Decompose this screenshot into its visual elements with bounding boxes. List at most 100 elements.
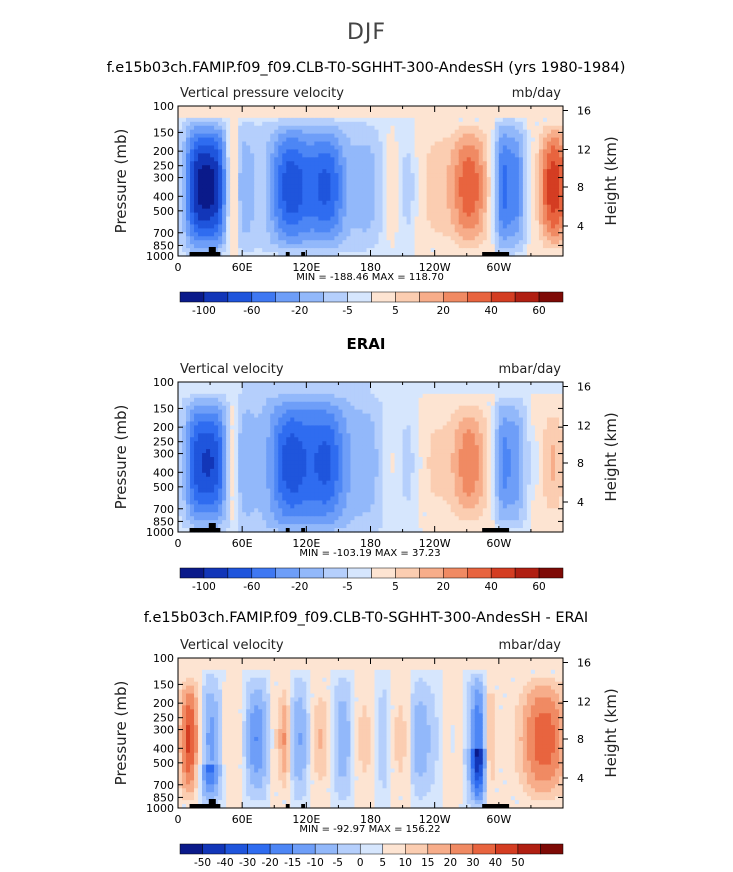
heatmap-cell [198, 177, 203, 182]
heatmap-cell [414, 200, 420, 206]
heatmap-cell [230, 149, 235, 154]
heatmap-cell [294, 437, 299, 442]
heatmap-cell [534, 145, 540, 151]
heatmap-cell [182, 232, 187, 237]
heatmap-cell [198, 441, 203, 446]
heatmap-cell [262, 520, 267, 525]
heatmap-cell [502, 240, 508, 245]
heatmap-cell [230, 476, 235, 482]
heatmap-cell [458, 106, 464, 111]
heatmap-cell [534, 157, 540, 162]
heatmap-cell [182, 460, 187, 466]
heatmap-cell [270, 472, 275, 478]
heatmap-cell [298, 460, 303, 466]
heatmap-cell [406, 248, 412, 253]
heatmap-cell [446, 106, 452, 111]
heatmap-cell [334, 177, 340, 182]
heatmap-cell [546, 216, 552, 222]
heatmap-cell [382, 212, 388, 218]
heatmap-cell [438, 129, 444, 135]
heatmap-cell [394, 212, 400, 218]
heatmap-cell [314, 220, 319, 226]
heatmap-cell [266, 145, 271, 151]
colorbar-swatch [467, 291, 492, 303]
heatmap-cell [466, 192, 472, 198]
heatmap-cell [238, 496, 243, 502]
heatmap-cell [270, 236, 275, 241]
heatmap-cell [354, 157, 360, 162]
heatmap-cell [458, 248, 464, 253]
heatmap-cell [222, 382, 227, 387]
heatmap-cell [206, 524, 211, 529]
heatmap-cell [190, 133, 195, 139]
heatmap-cell [202, 421, 207, 427]
heatmap-cell [250, 248, 255, 253]
heatmap-cell [246, 149, 251, 154]
heatmap-cell [206, 177, 211, 182]
heatmap-cell [370, 169, 376, 174]
heatmap-cell [314, 177, 319, 182]
heatmap-cell [478, 188, 484, 194]
heatmap-cell [402, 244, 408, 249]
heatmap-cell [246, 236, 251, 241]
heatmap-cell [314, 216, 319, 222]
heatmap-cell [422, 212, 428, 218]
heatmap-cell [190, 204, 195, 210]
heatmap-cell [298, 421, 303, 427]
heatmap-cell [242, 401, 247, 407]
heatmap-cell [530, 216, 536, 222]
heatmap-cell [234, 240, 239, 245]
heatmap-cell [414, 224, 420, 229]
heatmap-cell [334, 204, 340, 210]
heatmap-cell [218, 457, 223, 462]
heatmap-cell [382, 129, 388, 135]
heatmap-cell [474, 165, 480, 170]
heatmap-cell [414, 106, 420, 111]
heatmap-cell [190, 113, 195, 119]
heatmap-cell [314, 200, 319, 206]
heatmap-cell [314, 106, 319, 111]
heatmap-cell [370, 121, 376, 127]
heatmap-cell [550, 184, 556, 190]
heatmap-cell [242, 496, 247, 502]
heatmap-cell [474, 106, 480, 111]
heatmap-cell [250, 508, 255, 513]
heatmap-cell [214, 441, 219, 446]
heatmap-cell [366, 196, 372, 202]
heatmap-cell [218, 153, 223, 158]
colorbar-swatch [275, 291, 300, 303]
heatmap-cell [518, 248, 524, 253]
heatmap-cell [202, 472, 207, 478]
heatmap-cell [422, 109, 428, 115]
heatmap-cell [310, 220, 315, 226]
heatmap-cell [458, 133, 464, 139]
heatmap-cell [522, 106, 528, 111]
heatmap-cell [278, 244, 283, 249]
heatmap-cell [266, 200, 271, 206]
heatmap-cell [458, 169, 464, 174]
heatmap-cell [502, 244, 508, 249]
heatmap-cell [294, 145, 299, 151]
heatmap-cell [286, 200, 291, 206]
heatmap-cell [282, 433, 287, 438]
heatmap-cell [294, 121, 299, 127]
heatmap-cell [398, 149, 404, 154]
heatmap-cell [366, 173, 372, 178]
heatmap-cell [274, 484, 279, 490]
heatmap-cell [474, 220, 480, 226]
colorbar-swatch [514, 291, 540, 303]
heatmap-cell [334, 181, 340, 186]
heatmap-cell [454, 192, 460, 198]
heatmap-cell [218, 488, 223, 494]
heatmap-cell [238, 184, 243, 190]
heatmap-cell [510, 212, 516, 218]
heatmap-cell [466, 232, 472, 237]
heatmap-cell [526, 121, 532, 127]
heatmap-cell [414, 165, 420, 170]
heatmap-cell [350, 169, 356, 174]
heatmap-cell [310, 232, 315, 237]
heatmap-cell [238, 445, 243, 450]
heatmap-cell [194, 244, 199, 249]
heatmap-cell [226, 113, 231, 119]
heatmap-cell [378, 113, 384, 119]
